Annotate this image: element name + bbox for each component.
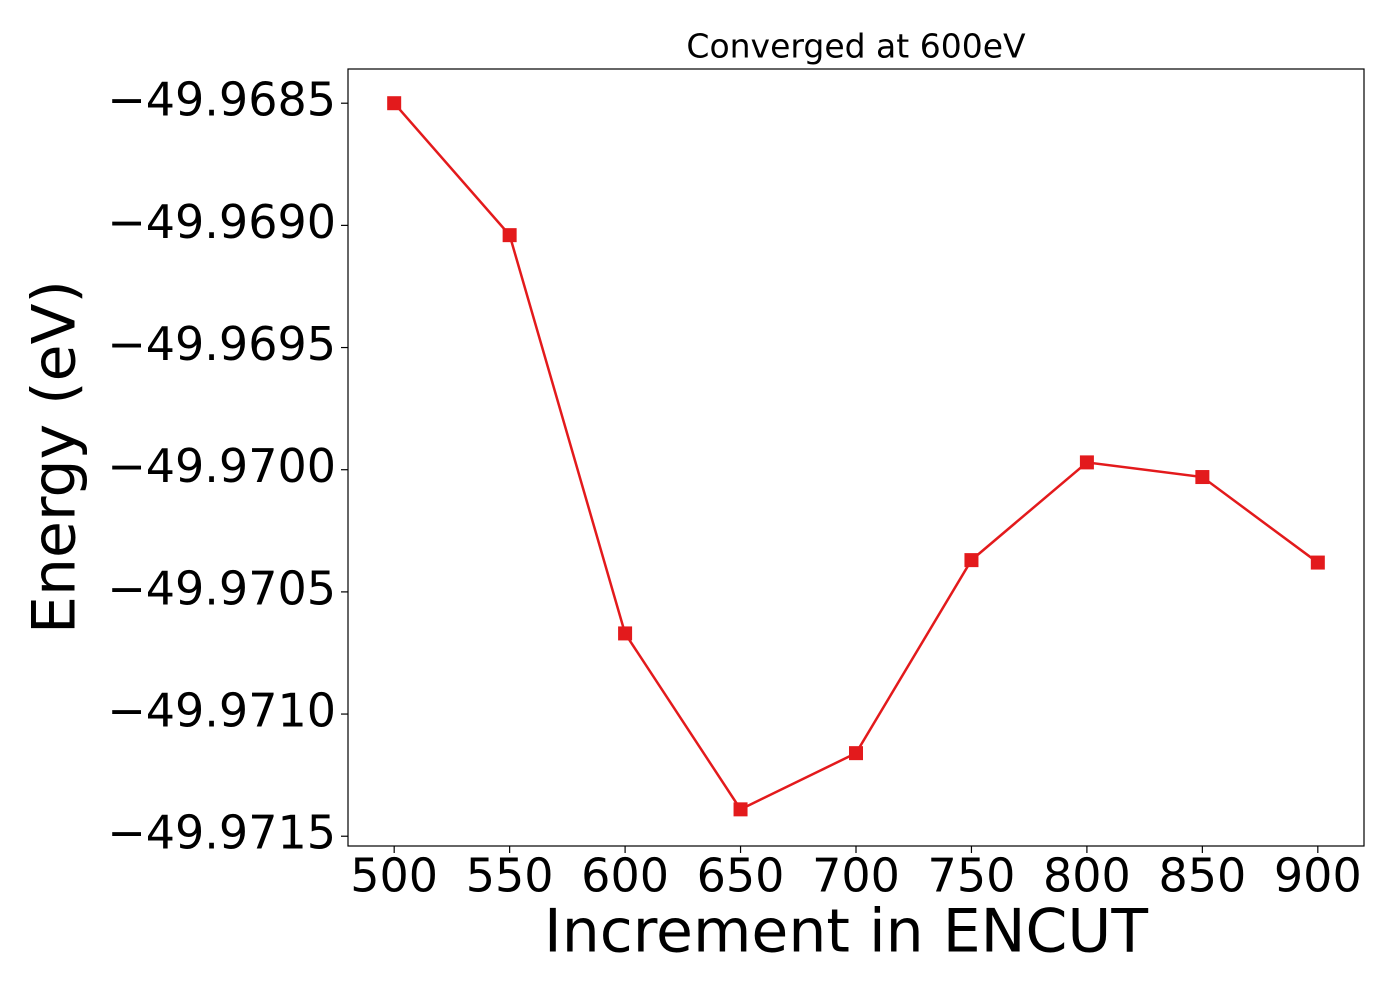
data-marker <box>618 626 633 641</box>
data-marker <box>1079 455 1094 470</box>
data-marker <box>1195 470 1210 485</box>
x-tick-label: 550 <box>466 849 554 903</box>
x-tick-label: 750 <box>928 849 1016 903</box>
x-tick-label: 600 <box>581 849 669 903</box>
y-axis-label: Energy (eV) <box>20 280 90 634</box>
y-tick-label: −49.9705 <box>107 561 336 615</box>
plot-frame <box>347 68 1365 847</box>
x-tick-label: 800 <box>1043 849 1131 903</box>
data-marker <box>502 228 517 243</box>
data-marker <box>1310 555 1325 570</box>
y-tick-label: −49.9690 <box>107 195 336 249</box>
x-tick-label: 500 <box>350 849 438 903</box>
x-tick-label: 700 <box>812 849 900 903</box>
y-tick-label: −49.9695 <box>107 317 336 371</box>
data-marker <box>387 96 402 111</box>
x-tick-label: 650 <box>697 849 785 903</box>
y-tick-label: −49.9715 <box>107 806 336 860</box>
chart-title: Converged at 600eV <box>686 27 1026 66</box>
data-marker <box>964 553 979 568</box>
data-marker <box>849 746 863 761</box>
y-tick-label: −49.9710 <box>107 684 336 738</box>
y-tick-label: −49.9685 <box>107 73 336 127</box>
x-tick-label: 900 <box>1274 849 1362 903</box>
data-line <box>393 102 1319 811</box>
y-tick-label: −49.9700 <box>107 439 336 493</box>
x-tick-label: 850 <box>1158 849 1246 903</box>
data-marker <box>733 802 748 817</box>
x-axis-label: Increment in ENCUT <box>544 897 1148 967</box>
